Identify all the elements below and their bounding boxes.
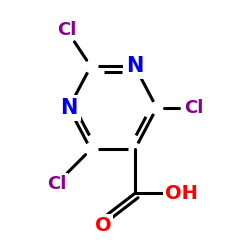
Text: OH: OH	[165, 184, 198, 203]
Text: Cl: Cl	[57, 21, 76, 39]
Text: Cl: Cl	[184, 99, 203, 117]
Text: N: N	[60, 98, 78, 118]
Text: O: O	[95, 216, 111, 235]
Text: Cl: Cl	[47, 175, 66, 193]
Text: N: N	[126, 56, 144, 76]
